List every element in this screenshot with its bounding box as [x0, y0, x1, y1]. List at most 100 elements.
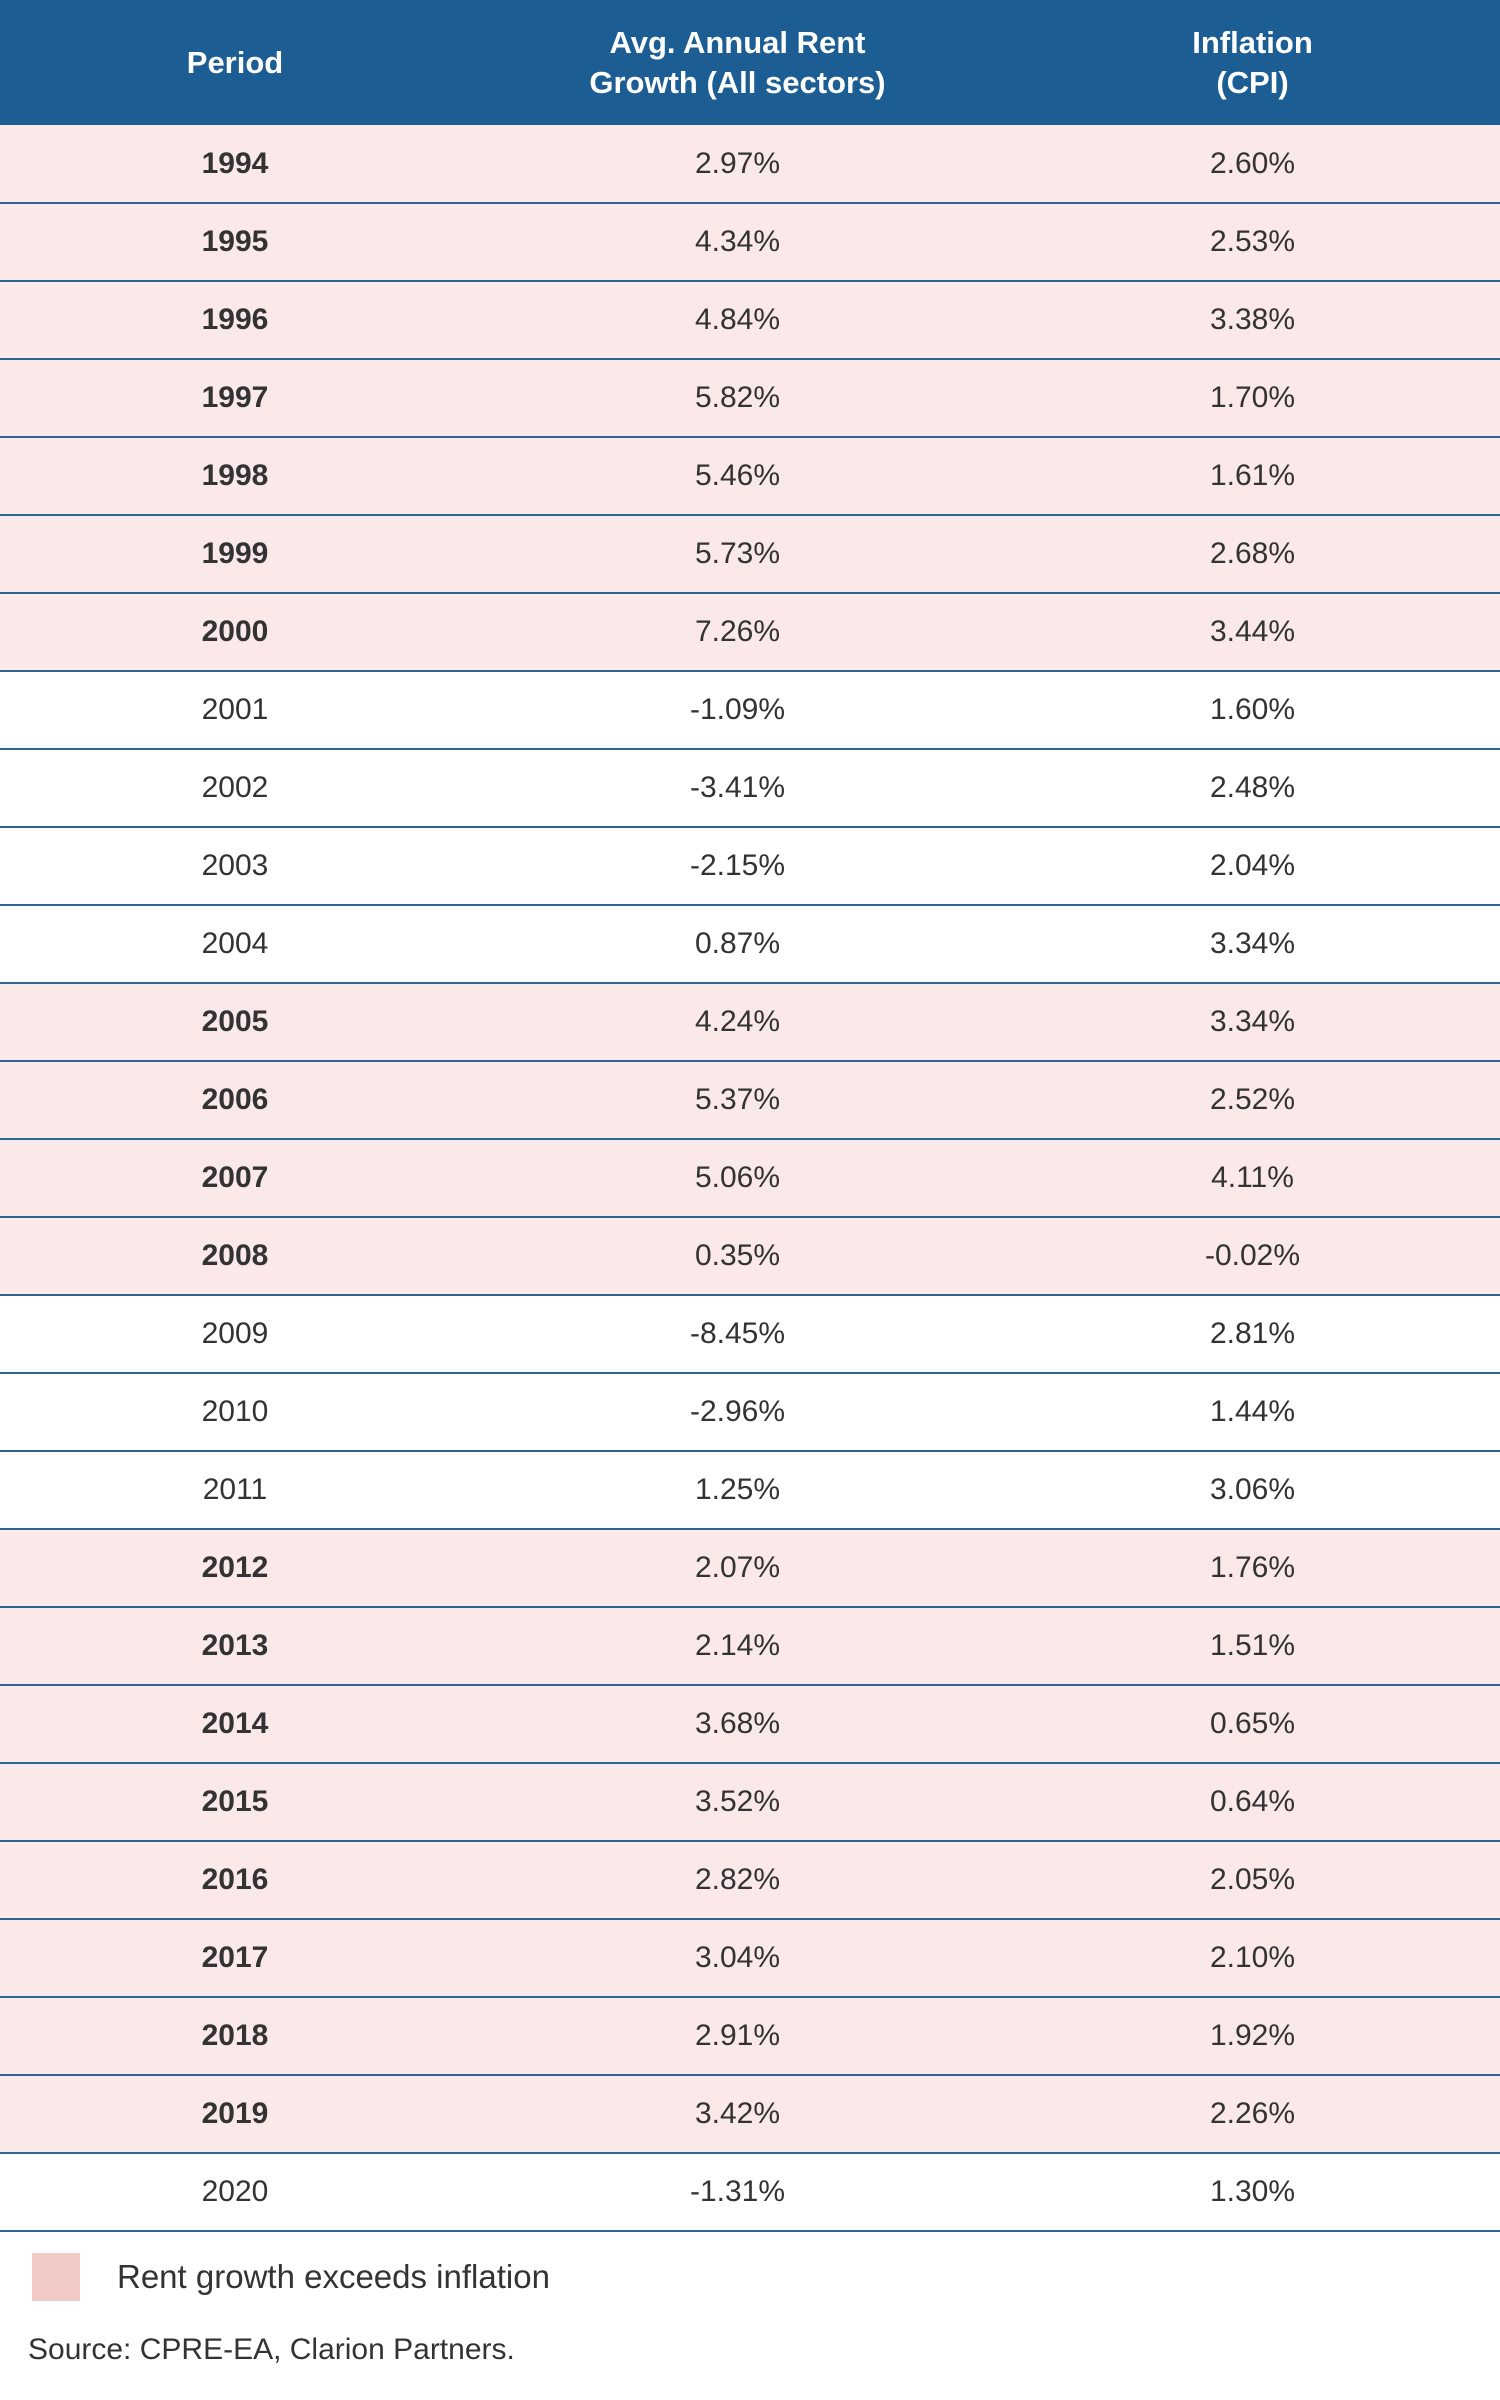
- rent-growth-cell: 2.97%: [694, 146, 781, 180]
- table-header: Period Avg. Annual Rent Growth (All secto…: [0, 0, 1500, 125]
- rent-growth-cell: 2.14%: [694, 1629, 781, 1662]
- rent-growth-cell: 5.37%: [694, 1083, 781, 1116]
- rent-growth-cell: 3.68%: [694, 1707, 781, 1740]
- inflation-cell: 2.68%: [1209, 537, 1296, 570]
- table-row: 2006 5.37% 2.52%: [0, 1061, 1500, 1139]
- rent-growth-cell: -3.41%: [689, 771, 786, 804]
- table-row: 2004 0.87% 3.34%: [0, 905, 1500, 983]
- period-cell: 2017: [201, 1941, 269, 1974]
- table-row: 1998 5.46% 1.61%: [0, 437, 1500, 515]
- table-row: 2011 1.25% 3.06%: [0, 1451, 1500, 1529]
- inflation-cell: 0.65%: [1209, 1707, 1296, 1740]
- inflation-cell: 2.53%: [1209, 225, 1296, 258]
- inflation-cell: -0.02%: [1204, 1239, 1301, 1272]
- inflation-cell: 2.48%: [1209, 771, 1296, 804]
- header-period: Period: [0, 0, 470, 125]
- header-inflation: Inflation (CPI): [1005, 0, 1500, 125]
- legend-label: Rent growth exceeds inflation: [117, 2258, 550, 2295]
- rent-growth-cell: 0.35%: [694, 1239, 781, 1272]
- rent-growth-cell: 5.73%: [694, 537, 781, 570]
- table-row: 2010 -2.96% 1.44%: [0, 1373, 1500, 1451]
- header-rent-growth-line2: Growth (All sectors): [589, 64, 886, 100]
- rent-growth-cell: 3.04%: [694, 1941, 781, 1974]
- table-row: 2013 2.14% 1.51%: [0, 1607, 1500, 1685]
- rent-growth-cell: 5.06%: [694, 1161, 781, 1194]
- table-row: 1997 5.82% 1.70%: [0, 359, 1500, 437]
- period-cell: 1998: [201, 459, 269, 492]
- period-cell: 2002: [201, 771, 269, 804]
- period-cell: 2005: [201, 1005, 269, 1038]
- rent-growth-cell: 4.84%: [694, 303, 781, 336]
- table-row: 1996 4.84% 3.38%: [0, 281, 1500, 359]
- table-row: 2012 2.07% 1.76%: [0, 1529, 1500, 1607]
- period-cell: 2000: [201, 615, 269, 648]
- table-row: 1999 5.73% 2.68%: [0, 515, 1500, 593]
- period-cell: 1995: [201, 225, 269, 258]
- table-row: 2016 2.82% 2.05%: [0, 1841, 1500, 1919]
- period-cell: 2019: [201, 2097, 269, 2130]
- period-cell: 1994: [201, 146, 269, 180]
- table-row: 2019 3.42% 2.26%: [0, 2075, 1500, 2153]
- inflation-cell: 2.81%: [1209, 1317, 1296, 1350]
- table-body: 1994 2.97% 2.60% 1995 4.34% 2.53% 1996 4.84% 3.3…: [0, 125, 1500, 2231]
- inflation-cell: 0.64%: [1209, 1785, 1296, 1818]
- period-cell: 2012: [201, 1551, 269, 1584]
- inflation-cell: 1.44%: [1209, 1395, 1296, 1428]
- table-row: 2018 2.91% 1.92%: [0, 1997, 1500, 2075]
- inflation-cell: 1.51%: [1209, 1629, 1296, 1662]
- header-inflation-line2: (CPI): [1216, 64, 1289, 100]
- rent-growth-vs-inflation-table: Period Avg. Annual Rent Growth (All secto…: [0, 0, 1500, 2231]
- table-row: 1995 4.34% 2.53%: [0, 203, 1500, 281]
- rent-growth-cell: 4.34%: [694, 225, 781, 258]
- inflation-cell: 4.11%: [1211, 1161, 1294, 1194]
- inflation-cell: 1.61%: [1209, 459, 1296, 492]
- period-cell: 2003: [201, 849, 269, 882]
- inflation-cell: 1.30%: [1209, 2175, 1296, 2208]
- period-cell: 1997: [201, 381, 269, 414]
- table-row: 2014 3.68% 0.65%: [0, 1685, 1500, 1763]
- rent-growth-cell: 3.52%: [694, 1785, 781, 1818]
- inflation-cell: 3.06%: [1209, 1473, 1296, 1506]
- table-row: 2003 -2.15% 2.04%: [0, 827, 1500, 905]
- period-cell: 2014: [201, 1707, 269, 1740]
- table-row: 2000 7.26% 3.44%: [0, 593, 1500, 671]
- table-row: 2009 -8.45% 2.81%: [0, 1295, 1500, 1373]
- rent-growth-cell: 2.91%: [694, 2019, 781, 2052]
- header-inflation-line1: Inflation: [1192, 24, 1313, 60]
- table-row: 2002 -3.41% 2.48%: [0, 749, 1500, 827]
- rent-growth-cell: -8.45%: [689, 1317, 786, 1350]
- inflation-cell: 2.05%: [1209, 1863, 1296, 1896]
- header-rent-growth-line1: Avg. Annual Rent: [609, 24, 866, 60]
- period-cell: 2004: [201, 927, 269, 960]
- period-cell: 2016: [201, 1863, 269, 1896]
- header-rent-growth: Avg. Annual Rent Growth (All sectors): [470, 0, 1005, 125]
- table-row: 2020 -1.31% 1.30%: [0, 2153, 1500, 2231]
- period-cell: 2011: [202, 1473, 268, 1506]
- period-cell: 2006: [201, 1083, 269, 1116]
- table-row: 2005 4.24% 3.34%: [0, 983, 1500, 1061]
- inflation-cell: 1.76%: [1209, 1551, 1296, 1584]
- period-cell: 2001: [201, 693, 269, 726]
- rent-growth-cell: 0.87%: [694, 927, 781, 960]
- period-cell: 2009: [201, 1317, 269, 1350]
- inflation-cell: 2.10%: [1209, 1941, 1296, 1974]
- table-row: 2001 -1.09% 1.60%: [0, 671, 1500, 749]
- rent-growth-cell: -2.15%: [689, 849, 786, 882]
- table-row: 2007 5.06% 4.11%: [0, 1139, 1500, 1217]
- inflation-cell: 2.04%: [1209, 849, 1296, 882]
- rent-growth-cell: 7.26%: [694, 615, 781, 648]
- period-cell: 1996: [201, 303, 269, 336]
- inflation-cell: 1.70%: [1209, 381, 1296, 414]
- header-period-label: Period: [186, 44, 284, 80]
- inflation-cell: 2.52%: [1209, 1083, 1296, 1116]
- rent-growth-cell: -2.96%: [689, 1395, 786, 1428]
- rent-growth-cell: 1.25%: [694, 1473, 781, 1506]
- period-cell: 2013: [201, 1629, 269, 1662]
- inflation-cell: 3.34%: [1209, 927, 1296, 960]
- inflation-cell: 3.38%: [1209, 303, 1296, 336]
- period-cell: 2008: [201, 1239, 269, 1272]
- inflation-cell: 3.34%: [1209, 1005, 1296, 1038]
- inflation-cell: 1.92%: [1209, 2019, 1296, 2052]
- legend-swatch: [32, 2253, 80, 2301]
- inflation-cell: 2.60%: [1209, 146, 1296, 180]
